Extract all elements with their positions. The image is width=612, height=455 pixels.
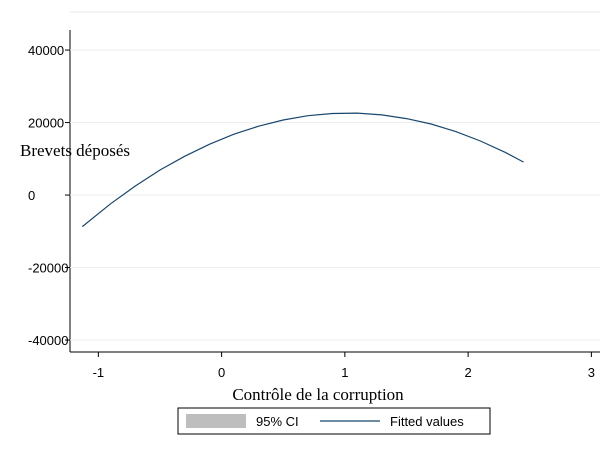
x-axis-label: Contrôle de la corruption: [232, 385, 404, 404]
x-tick-label: 1: [341, 365, 348, 380]
legend-swatch: [186, 414, 246, 428]
y-tick-label: 0: [28, 188, 35, 203]
y-tick-label: -20000: [28, 261, 68, 276]
legend-label: 95% CI: [256, 414, 299, 429]
y-axis-label: Brevets déposés: [20, 141, 130, 160]
y-tick-label: 20000: [28, 116, 64, 131]
legend-label: Fitted values: [390, 414, 464, 429]
x-tick-label: 2: [464, 365, 471, 380]
x-tick-label: -1: [93, 365, 105, 380]
x-tick-label: 3: [588, 365, 595, 380]
x-tick-label: 0: [218, 365, 225, 380]
y-tick-label: 40000: [28, 43, 64, 58]
y-tick-label: -40000: [28, 333, 68, 348]
fitted-line: [81, 112, 524, 228]
